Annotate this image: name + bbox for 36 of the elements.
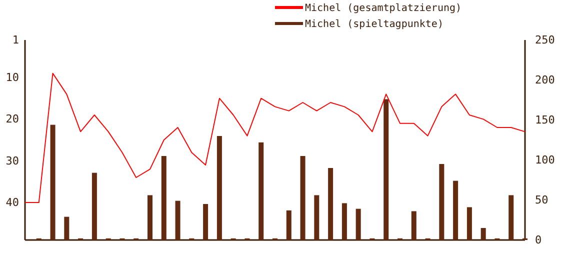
bar xyxy=(216,136,222,240)
legend-label: Michel (gesamtplatzierung) xyxy=(305,3,462,14)
bar xyxy=(203,204,208,240)
bar xyxy=(328,168,334,240)
bar xyxy=(92,172,97,240)
bar xyxy=(64,216,70,240)
bar xyxy=(175,200,180,240)
y2-tick-label: 0 xyxy=(535,234,542,247)
bar xyxy=(300,156,306,240)
y2-tick-label: 150 xyxy=(535,114,555,127)
y-tick-label: 30 xyxy=(6,154,19,168)
bar xyxy=(314,195,320,240)
bar xyxy=(50,124,56,240)
y-tick-label: 10 xyxy=(6,71,19,84)
y-tick-label: 20 xyxy=(6,112,19,126)
bar xyxy=(286,210,292,240)
y-tick-label: 40 xyxy=(6,196,19,210)
bar xyxy=(161,156,166,240)
bar xyxy=(384,99,389,240)
y2-tick-label: 100 xyxy=(535,154,555,167)
bar xyxy=(480,228,486,240)
bar xyxy=(411,211,416,240)
y2-tick-label: 250 xyxy=(535,34,555,47)
y-tick-label: 1 xyxy=(12,34,19,47)
y2-tick-label: 50 xyxy=(535,194,548,207)
bar xyxy=(258,142,264,240)
y2-tick-label: 200 xyxy=(535,74,555,87)
bar xyxy=(453,180,458,240)
legend-label: Michel (spieltagpunkte) xyxy=(305,19,444,30)
bar xyxy=(342,203,347,240)
bar xyxy=(466,207,472,240)
bar xyxy=(508,195,514,240)
bar xyxy=(148,195,152,240)
line-series xyxy=(24,72,526,203)
bar xyxy=(356,208,361,240)
bar xyxy=(439,164,444,240)
